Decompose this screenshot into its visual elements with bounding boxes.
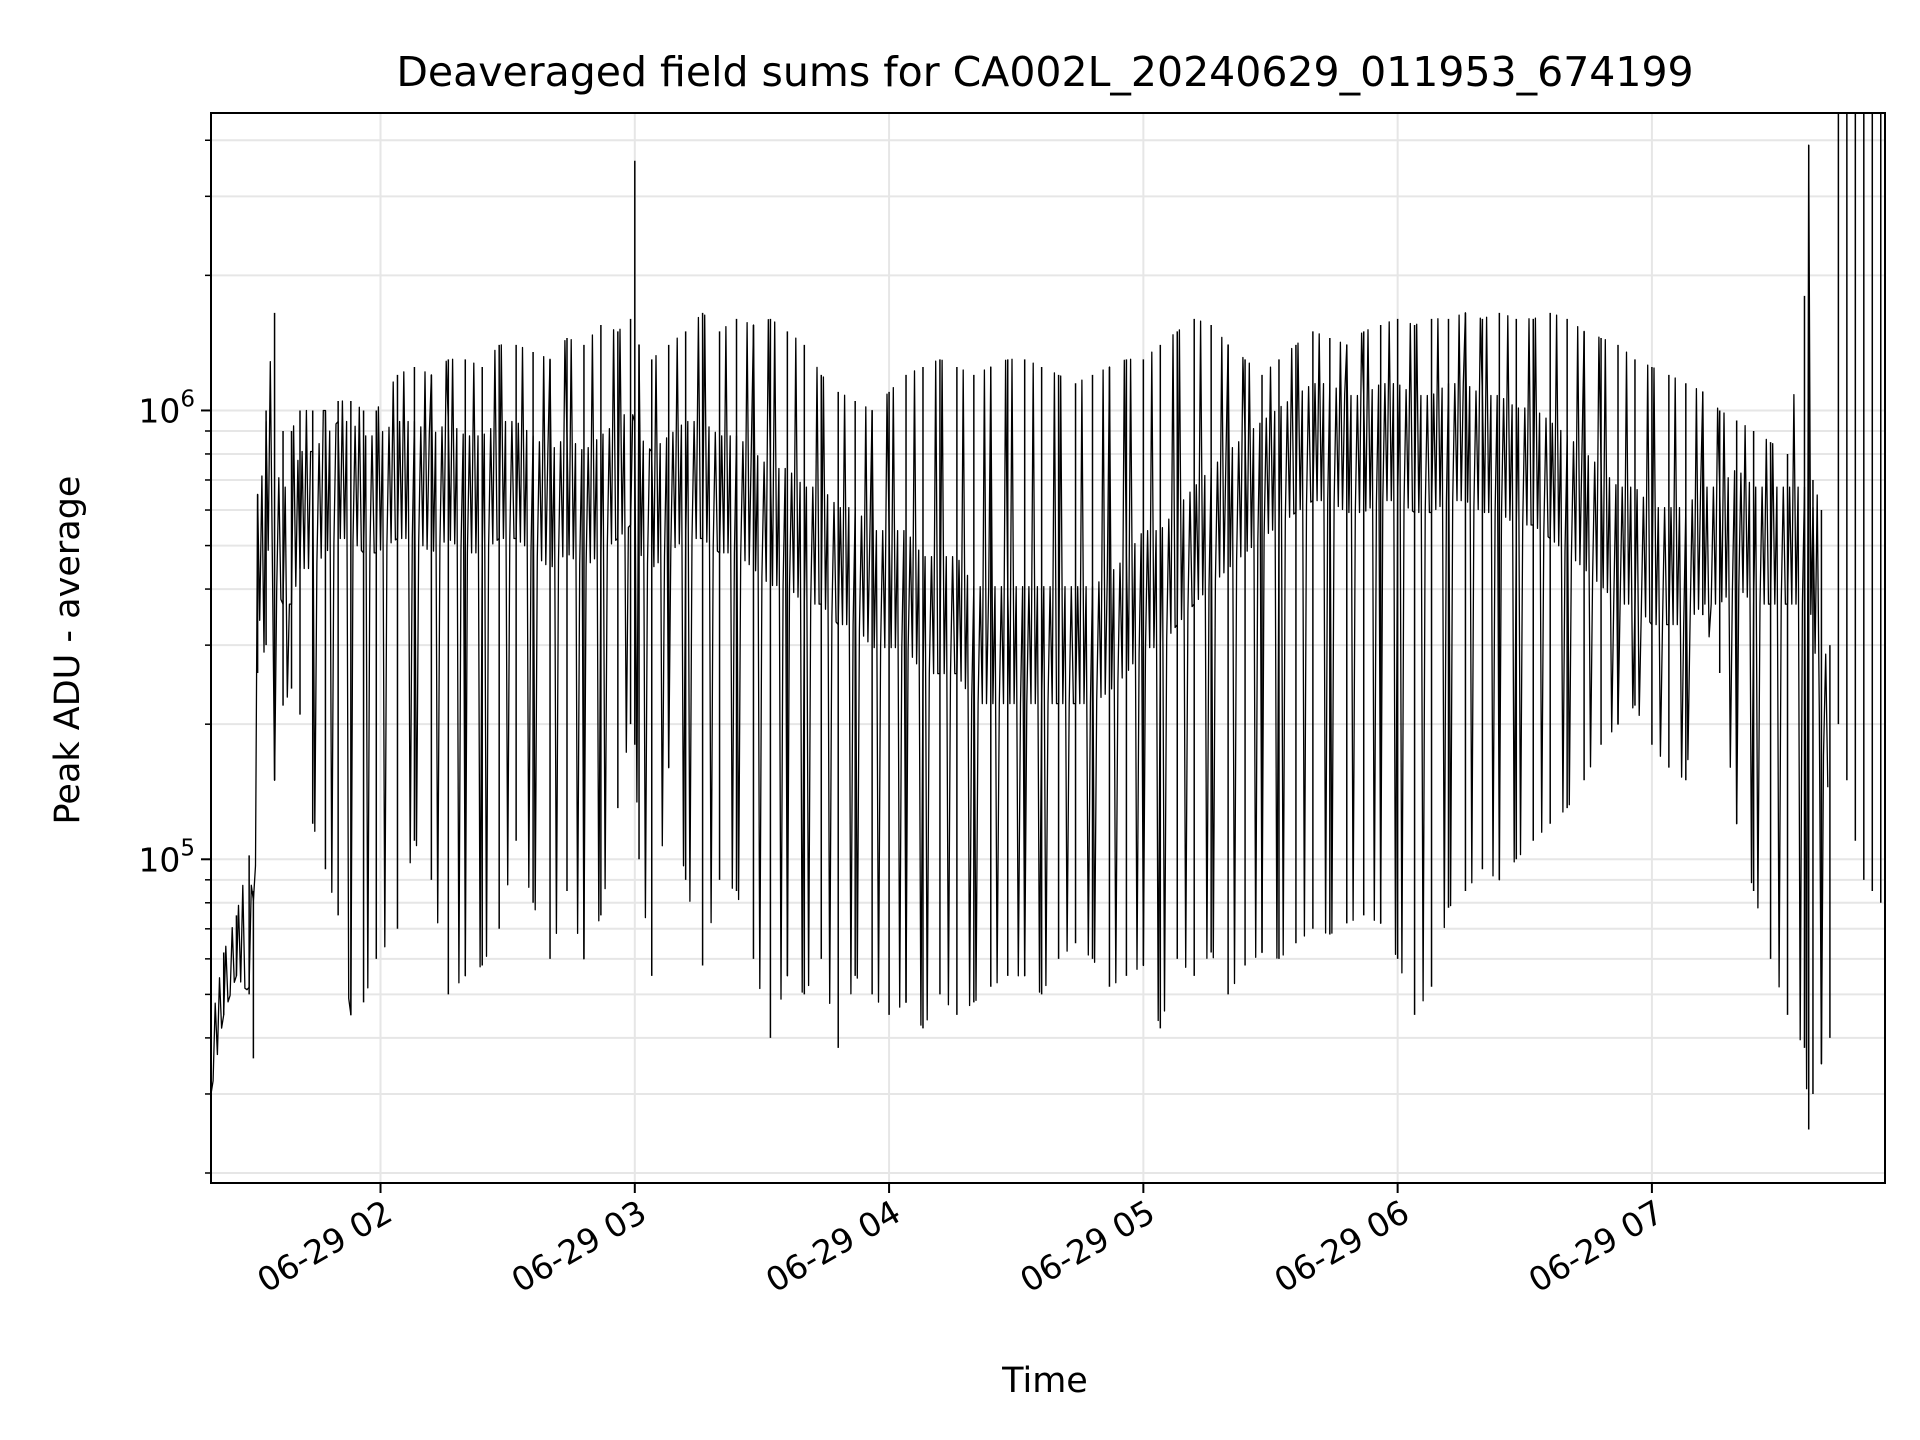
- y-axis-label: Peak ADU - average: [48, 476, 88, 825]
- x-axis-label: Time: [1001, 1361, 1088, 1401]
- series-line: [211, 144, 1829, 1095]
- y-tick-label: 106: [138, 386, 195, 430]
- y-tick-label: 105: [138, 835, 195, 879]
- series-0: [211, 113, 1882, 1130]
- plot-frame: [210, 112, 1886, 1184]
- y-tick-base: 10: [138, 391, 180, 430]
- y-tick-base: 10: [138, 840, 180, 879]
- y-tick-exponent: 6: [180, 386, 195, 412]
- series-group: [211, 113, 1882, 1130]
- plot-area: [210, 112, 1886, 1184]
- chart-title: Deaveraged field sums for CA002L_2024062…: [396, 48, 1693, 96]
- y-tick-exponent: 5: [180, 835, 195, 861]
